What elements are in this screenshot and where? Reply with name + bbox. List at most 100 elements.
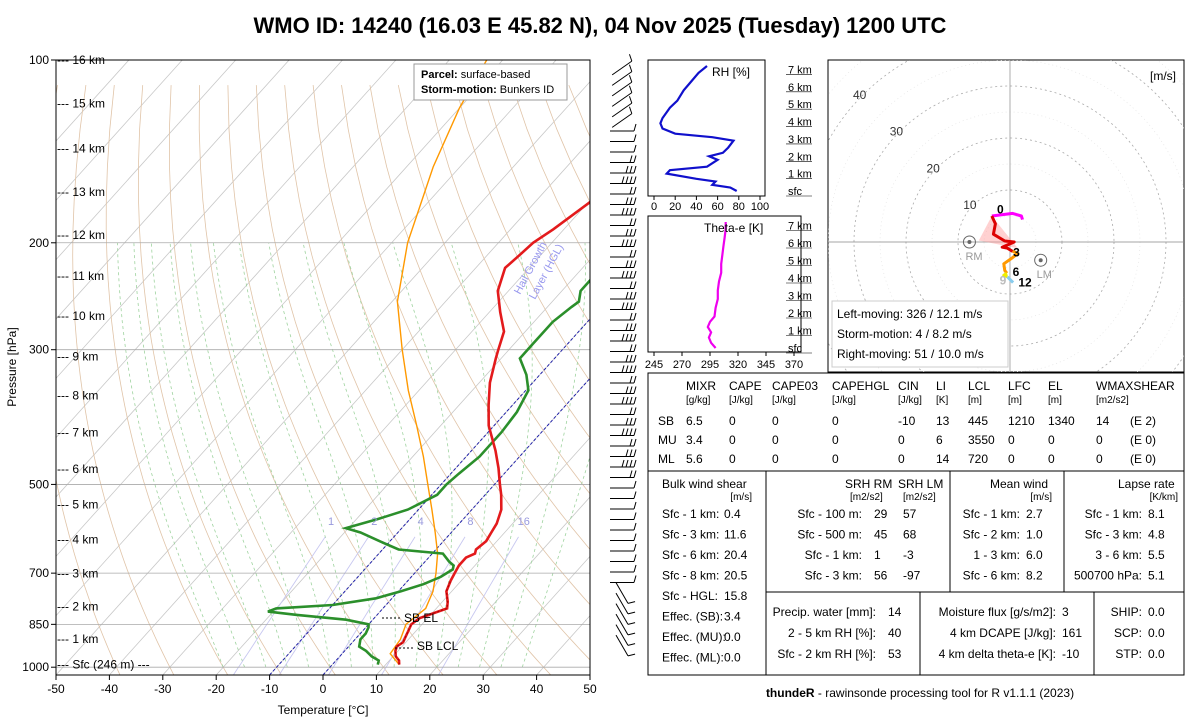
params-cell: 0 bbox=[772, 452, 779, 466]
params-cell: 0 bbox=[832, 433, 839, 447]
index-value: 0.0 bbox=[1148, 605, 1165, 619]
mean-wind-value: 2.7 bbox=[1026, 507, 1043, 521]
mixing-ratio-label: 4 bbox=[418, 516, 424, 528]
params-row-name: MU bbox=[658, 433, 677, 447]
wind-barb bbox=[610, 207, 637, 216]
thetae-title: Theta-e [K] bbox=[704, 221, 763, 235]
skewt-axes: -50 -40 -30 -20 -10 0 10 20 30 40 50 100 200 300 500 70… bbox=[22, 53, 597, 696]
srh-rm-value: 45 bbox=[874, 528, 888, 542]
svg-text:SB LCL: SB LCL bbox=[417, 639, 459, 653]
params-unit: [J/kg] bbox=[729, 395, 753, 406]
bulk-shear-label: Effec. (ML): bbox=[662, 651, 724, 665]
bulk-shear-unit: [m/s] bbox=[730, 492, 752, 503]
svg-text:Parcel:surface-based: Parcel: surface-based bbox=[421, 69, 530, 81]
wind-barb bbox=[610, 396, 637, 405]
rh-tick: 60 bbox=[711, 201, 723, 213]
storm-motion-label: Storm-motion: bbox=[421, 84, 497, 96]
moisture-label: 2 - 5 km RH [%]: bbox=[788, 626, 876, 640]
wind-barb bbox=[610, 239, 637, 247]
params-cell: 0 bbox=[1096, 452, 1103, 466]
storm-motion-value: Bunkers ID bbox=[500, 84, 554, 96]
wind-barb bbox=[610, 281, 637, 289]
skewt-profiles bbox=[267, 60, 590, 666]
params-unit: [m] bbox=[1008, 395, 1022, 406]
params-unit: [J/kg] bbox=[898, 395, 922, 406]
x-tick-label: 50 bbox=[583, 682, 597, 696]
height-label: --- 2 km bbox=[57, 600, 98, 614]
params-header: EL bbox=[1048, 379, 1063, 393]
params-table-frame bbox=[647, 372, 1185, 472]
bulk-shear-label: Sfc - 3 km: bbox=[662, 528, 719, 542]
mean-wind-unit: [m/s] bbox=[1030, 492, 1052, 503]
bulk-shear-value: 20.5 bbox=[724, 569, 748, 583]
params-cell: 0 bbox=[729, 433, 736, 447]
moisture-value: 40 bbox=[888, 626, 902, 640]
x-tick-label: -20 bbox=[208, 682, 226, 696]
parcel-value: surface-based bbox=[461, 69, 531, 81]
dewpoint-line bbox=[267, 277, 590, 665]
wind-barb bbox=[610, 365, 637, 373]
moisture-value: 14 bbox=[888, 605, 902, 619]
params-cell: (E 2) bbox=[1130, 414, 1156, 428]
hodo-segment bbox=[1002, 271, 1008, 279]
storm-marker bbox=[1038, 258, 1043, 263]
wind-barb bbox=[610, 165, 637, 174]
wind-barb bbox=[610, 354, 637, 363]
wind-barb bbox=[610, 291, 637, 300]
params-header: CAPEHGL bbox=[832, 379, 890, 393]
srh-lm-title: SRH LM bbox=[898, 477, 943, 491]
params-cell: 3550 bbox=[968, 433, 995, 447]
thetae-line bbox=[706, 222, 727, 349]
srh-lm-value: 68 bbox=[903, 528, 917, 542]
pressure-tick-label: 200 bbox=[29, 236, 49, 250]
wind-barb bbox=[610, 386, 637, 394]
thetae-level: 7 km bbox=[788, 221, 812, 233]
flux-value: -10 bbox=[1062, 647, 1080, 661]
bulk-shear-value: 0.0 bbox=[724, 630, 741, 644]
wind-barb bbox=[610, 144, 637, 153]
bulk-shear-label: Sfc - HGL: bbox=[662, 589, 718, 603]
height-label: --- 16 km bbox=[57, 53, 105, 67]
mean-wind-label: Sfc - 1 km: bbox=[963, 507, 1020, 521]
params-cell: 0 bbox=[1008, 433, 1015, 447]
params-cell: 0 bbox=[772, 414, 779, 428]
srh-rm-value: 29 bbox=[874, 507, 888, 521]
wind-barb bbox=[610, 533, 637, 541]
lapse-rate-label: 3 - 6 km: bbox=[1095, 548, 1142, 562]
wind-barb bbox=[610, 323, 637, 331]
srh-label: Sfc - 500 m: bbox=[797, 528, 862, 542]
x-tick-label: 30 bbox=[477, 682, 491, 696]
moisture-label: Sfc - 2 km RH [%]: bbox=[777, 647, 876, 661]
wind-barb bbox=[610, 501, 637, 510]
rh-level: sfc bbox=[788, 186, 803, 198]
flux-value: 3 bbox=[1062, 605, 1069, 619]
wind-barb bbox=[610, 470, 637, 478]
pressure-tick-label: 300 bbox=[29, 343, 49, 357]
x-tick-label: -40 bbox=[101, 682, 119, 696]
height-label: --- 10 km bbox=[57, 309, 105, 323]
thetae-level: 6 km bbox=[788, 238, 812, 250]
sb-el-annotation: SB EL bbox=[382, 611, 438, 625]
parcel-line bbox=[389, 60, 488, 666]
skewt-frame bbox=[55, 59, 591, 676]
wind-barb bbox=[610, 197, 637, 205]
params-cell: 0 bbox=[772, 433, 779, 447]
lapse-rate-value: 5.1 bbox=[1148, 569, 1165, 583]
hodograph: 10 20 30 40 RM LM 0 3 69 12 bbox=[828, 60, 1184, 372]
wind-barb bbox=[610, 228, 637, 237]
pressure-tick-label: 100 bbox=[29, 53, 49, 67]
bulk-shear-value: 0.4 bbox=[724, 507, 741, 521]
thetae-tick: 270 bbox=[673, 359, 691, 371]
params-cell: 0 bbox=[832, 452, 839, 466]
thetae-tick: 320 bbox=[729, 359, 747, 371]
thetae-level: 1 km bbox=[788, 326, 812, 338]
bulk-shear-value: 20.4 bbox=[724, 548, 748, 562]
wind-barb bbox=[611, 64, 633, 86]
hodo-ring-label: 10 bbox=[963, 198, 977, 212]
params-cell: 0 bbox=[729, 414, 736, 428]
params-cell: 3.4 bbox=[686, 433, 703, 447]
mean-wind-value: 8.2 bbox=[1026, 569, 1043, 583]
x-tick-label: 40 bbox=[530, 682, 544, 696]
srh-rm-unit: [m2/s2] bbox=[850, 492, 883, 503]
params-cell: 0 bbox=[1048, 452, 1055, 466]
